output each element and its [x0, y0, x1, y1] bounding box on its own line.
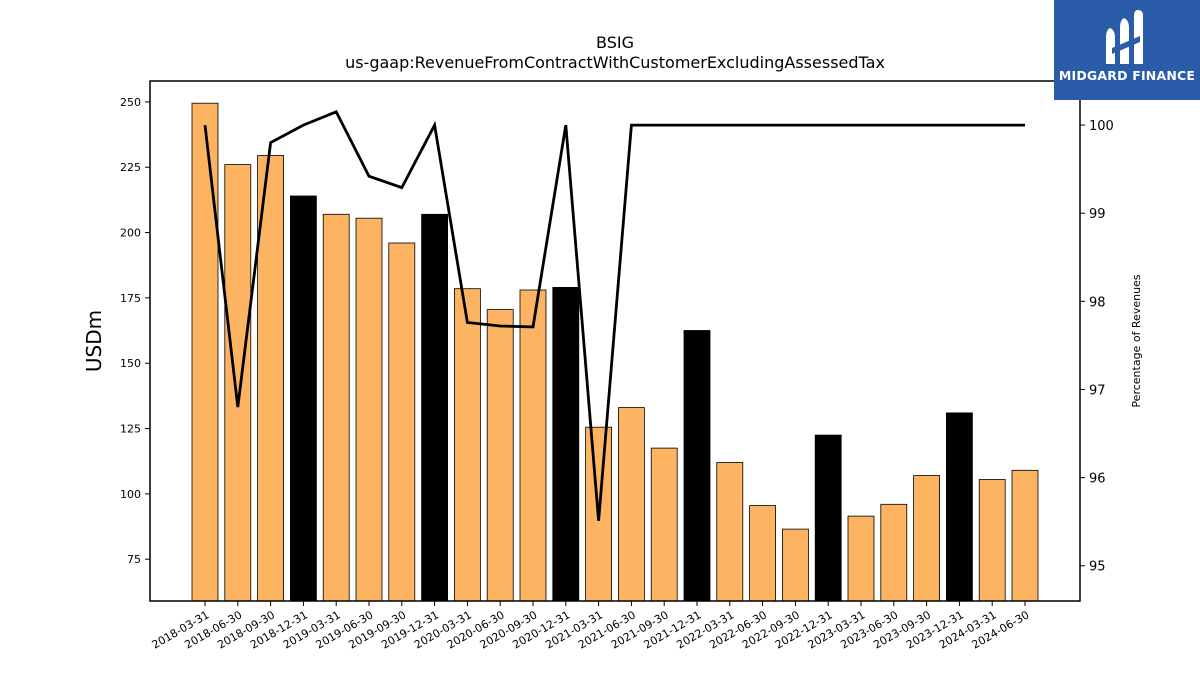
bar-2020-12-31 [552, 286, 580, 602]
bar-2019-06-30 [355, 217, 383, 602]
line-series [203, 110, 1025, 521]
bar-2022-09-30 [782, 528, 809, 602]
bar-2023-12-31 [946, 412, 973, 602]
bar-2022-12-31 [814, 434, 842, 602]
bar-2024-06-30 [1011, 469, 1039, 602]
bar-2023-03-31 [847, 515, 875, 602]
y-tick-label: 200 [120, 227, 141, 240]
bar-2019-09-30 [388, 242, 416, 602]
bar-2021-12-31 [683, 330, 711, 602]
midgard-finance-logo: MIDGARD FINANCE [1054, 0, 1200, 100]
bar-2018-12-31 [289, 195, 317, 602]
y2-tick-label: 95 [1089, 560, 1106, 575]
bar-2019-03-31 [322, 213, 350, 602]
bar-2023-06-30 [880, 503, 908, 602]
bar-2020-06-30 [486, 309, 514, 602]
y2-tick-label: 98 [1089, 295, 1106, 310]
y-tick-label: 75 [127, 553, 141, 566]
bar-2018-03-31 [191, 102, 219, 602]
y-tick-label: 150 [120, 357, 141, 370]
bar-2018-09-30 [257, 155, 285, 602]
bar-2021-06-30 [618, 407, 645, 602]
bar-2023-09-30 [913, 475, 940, 602]
y-axis-label: USDm [82, 310, 106, 372]
bar-series [191, 102, 1039, 602]
y2-axis-label: Percentage of Revenues [1130, 274, 1143, 407]
y2-tick-label: 100 [1089, 119, 1114, 134]
plot-frame [149, 80, 1081, 602]
bar-2024-03-31 [978, 479, 1006, 602]
bar-2022-06-30 [749, 505, 776, 602]
bar-2020-09-30 [519, 289, 547, 602]
bar-2019-12-31 [421, 213, 449, 602]
y-tick-label: 175 [120, 292, 141, 305]
y2-tick-label: 96 [1089, 472, 1106, 487]
percentage-line [203, 110, 1025, 521]
logo-mark-icon [1106, 10, 1143, 64]
bar-2018-06-30 [224, 164, 252, 602]
chart-subtitle: us-gaap:RevenueFromContractWithCustomerE… [345, 53, 885, 72]
y-tick-label: 225 [120, 161, 141, 174]
bar-2020-03-31 [453, 288, 481, 602]
bar-2022-03-31 [716, 462, 744, 602]
bar-2021-09-30 [650, 447, 678, 602]
y-tick-label: 125 [120, 423, 141, 436]
y-tick-label: 250 [120, 96, 141, 109]
chart-title: BSIG [596, 33, 634, 52]
logo-text: MIDGARD FINANCE [1058, 68, 1196, 83]
y2-tick-label: 99 [1089, 207, 1106, 222]
y2-tick-label: 97 [1089, 383, 1106, 398]
y-tick-label: 100 [120, 488, 141, 501]
